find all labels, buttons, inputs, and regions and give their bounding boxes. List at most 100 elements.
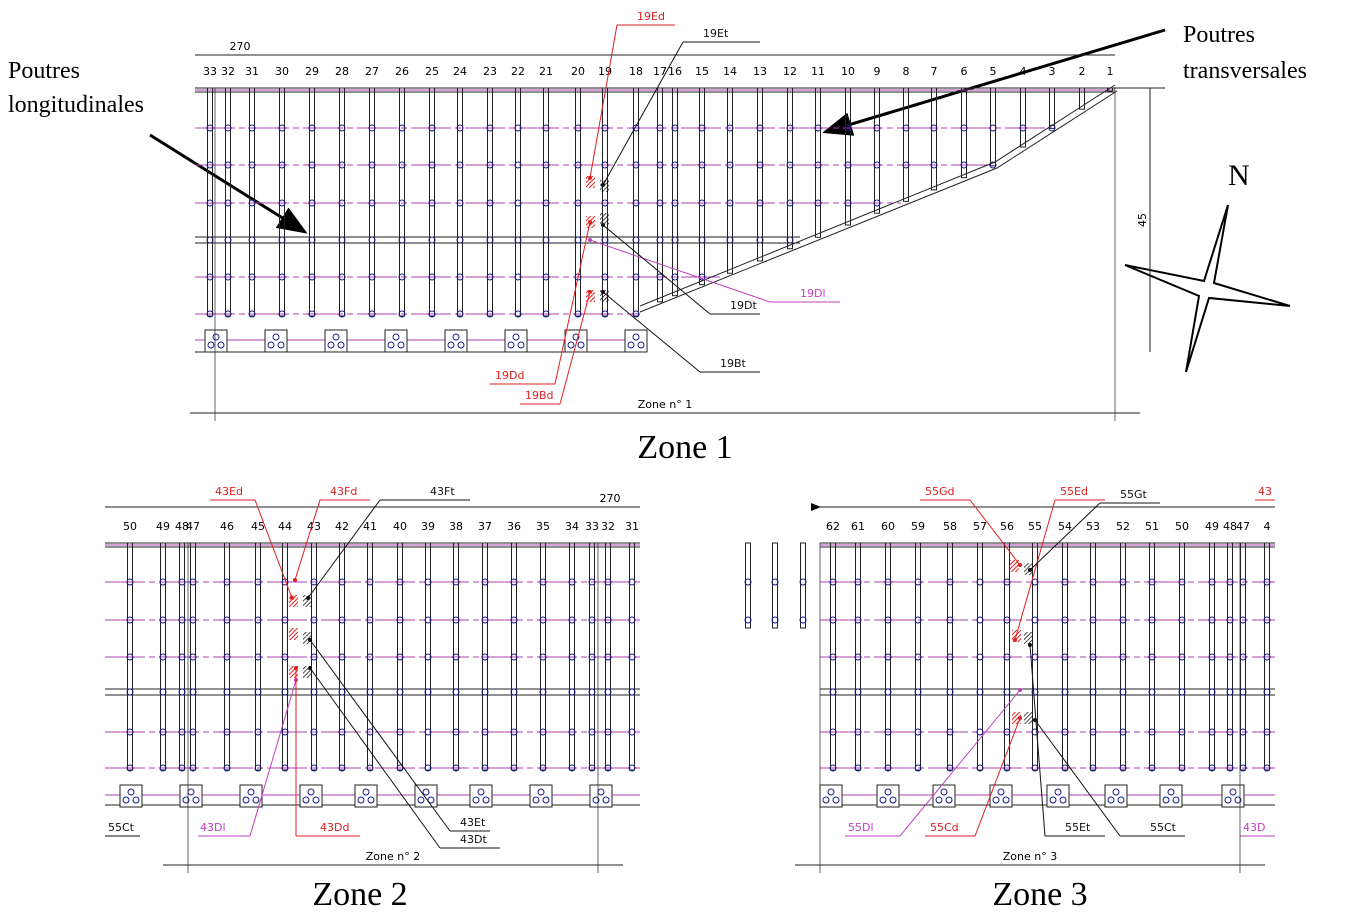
leader	[559, 291, 591, 405]
beam-number: 48	[175, 520, 189, 533]
node	[771, 616, 779, 624]
node	[632, 199, 640, 207]
node	[223, 688, 231, 696]
node	[671, 161, 679, 169]
node	[159, 578, 167, 586]
north-label: N	[1228, 159, 1250, 192]
transverse-beam	[1079, 87, 1085, 110]
node	[976, 616, 984, 624]
node	[223, 764, 231, 772]
marker-patch	[303, 632, 312, 644]
leader-end	[1028, 643, 1032, 647]
node	[308, 273, 316, 281]
transverse-beam	[931, 87, 937, 191]
support	[589, 784, 613, 808]
node	[1061, 764, 1069, 772]
node	[588, 578, 596, 586]
node	[873, 161, 881, 169]
node	[126, 616, 134, 624]
node	[827, 788, 835, 796]
node	[447, 341, 455, 349]
node	[338, 688, 346, 696]
node	[338, 653, 346, 661]
node	[1054, 788, 1062, 796]
node	[224, 236, 232, 244]
support	[932, 784, 956, 808]
node	[206, 124, 214, 132]
node	[366, 688, 374, 696]
node	[1031, 653, 1039, 661]
node	[368, 124, 376, 132]
node	[1208, 764, 1216, 772]
node	[338, 273, 346, 281]
edge-beam	[639, 90, 1118, 313]
transverse-beam	[990, 87, 996, 167]
beam-number: 48	[1223, 520, 1237, 533]
beam-number: 25	[425, 65, 439, 78]
node	[398, 310, 406, 318]
leader	[589, 24, 618, 179]
node	[178, 688, 186, 696]
beam-number: 31	[245, 65, 259, 78]
beam-number: 50	[123, 520, 137, 533]
node	[1031, 688, 1039, 696]
label: longitudinales	[8, 92, 144, 118]
transverse-beam	[487, 87, 493, 317]
node	[574, 124, 582, 132]
node	[206, 310, 214, 318]
compass	[1124, 204, 1291, 373]
node	[1263, 616, 1271, 624]
node	[744, 578, 752, 586]
node	[206, 236, 214, 244]
node	[517, 341, 525, 349]
node	[428, 273, 436, 281]
node	[568, 728, 576, 736]
node	[1226, 616, 1234, 624]
beam-number: 10	[841, 65, 855, 78]
node	[568, 764, 576, 772]
node	[126, 764, 134, 772]
node	[189, 688, 197, 696]
marker-patch	[303, 595, 312, 607]
transverse-beam	[874, 87, 880, 214]
support	[299, 784, 323, 808]
node	[456, 310, 464, 318]
transverse-beam	[429, 87, 435, 317]
leader-end	[1018, 563, 1022, 567]
zone-title: Zone 1	[637, 429, 732, 466]
beam-number: 57	[973, 520, 987, 533]
node	[539, 688, 547, 696]
node	[510, 616, 518, 624]
node	[1061, 616, 1069, 624]
arrow	[822, 28, 1166, 136]
node	[588, 728, 596, 736]
node	[310, 653, 318, 661]
beam-number: 11	[811, 65, 825, 78]
node	[829, 688, 837, 696]
beam-number: 9	[874, 65, 881, 78]
node	[456, 161, 464, 169]
node	[1019, 124, 1027, 132]
node	[308, 310, 316, 318]
node	[946, 653, 954, 661]
node	[1208, 688, 1216, 696]
node	[338, 124, 346, 132]
node	[1059, 796, 1067, 804]
node	[254, 688, 262, 696]
callout-label: 55Ed	[1060, 485, 1088, 498]
node	[1061, 688, 1069, 696]
node	[1226, 688, 1234, 696]
callout-label: 55Gd	[925, 485, 955, 498]
node	[604, 764, 612, 772]
node	[126, 688, 134, 696]
node	[189, 653, 197, 661]
node	[1003, 578, 1011, 586]
node	[486, 199, 494, 207]
node	[428, 199, 436, 207]
callout-label: 55Cd	[930, 821, 959, 834]
node	[481, 578, 489, 586]
node	[829, 764, 837, 772]
node	[248, 199, 256, 207]
node	[510, 653, 518, 661]
